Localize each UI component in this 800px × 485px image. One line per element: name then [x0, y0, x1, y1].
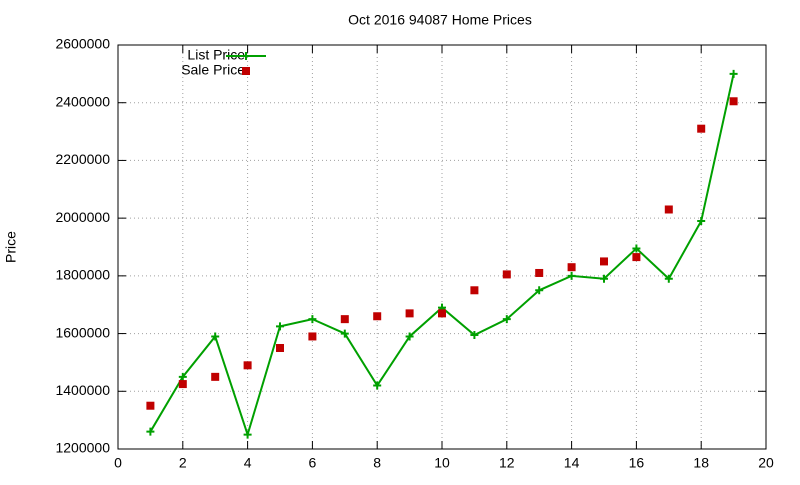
data-point: [243, 430, 252, 439]
data-point: [535, 268, 544, 277]
chart-title: Oct 2016 94087 Home Prices: [348, 12, 532, 28]
data-point: [697, 217, 706, 226]
y-tick-label: 2200000: [55, 151, 110, 167]
data-point: [697, 124, 706, 133]
x-tick-label: 0: [114, 455, 122, 471]
data-point: [211, 372, 220, 381]
y-tick-label: 2000000: [55, 209, 110, 225]
data-point: [178, 380, 187, 389]
x-tick-label: 18: [693, 455, 709, 471]
y-tick-label: 2400000: [55, 93, 110, 109]
data-point: [729, 69, 738, 78]
data-point: [470, 331, 479, 340]
x-tick-label: 20: [758, 455, 774, 471]
legend-swatch: [242, 52, 250, 60]
data-point: [502, 270, 511, 279]
y-axis-label: Price: [3, 231, 19, 263]
data-point: [600, 274, 608, 283]
x-tick-label: 12: [499, 455, 515, 471]
legend-swatch: [242, 67, 250, 75]
x-tick-label: 8: [373, 455, 381, 471]
x-tick-label: 4: [244, 455, 252, 471]
data-point: [664, 205, 673, 214]
data-point: [567, 271, 576, 280]
data-point: [438, 309, 446, 318]
data-point: [243, 361, 252, 370]
y-tick-label: 1200000: [55, 440, 110, 456]
data-point: [146, 401, 155, 410]
data-point: [535, 286, 544, 295]
data-point: [373, 312, 382, 321]
data-point: [276, 344, 284, 352]
data-point: [502, 315, 511, 324]
data-point: [211, 332, 220, 341]
data-point: [178, 372, 187, 381]
series-line: [149, 73, 735, 438]
data-point: [664, 274, 673, 283]
data-point: [340, 315, 349, 324]
data-point: [373, 381, 382, 390]
x-tick-label: 10: [434, 455, 450, 471]
data-point: [308, 332, 317, 341]
legend-label: Sale Price: [181, 62, 245, 78]
plot-border: [117, 44, 767, 450]
y-tick-label: 1800000: [55, 267, 110, 283]
y-tick-label: 2600000: [55, 36, 110, 52]
data-point: [567, 263, 576, 272]
data-point: [470, 286, 479, 295]
x-tick-label: 2: [179, 455, 187, 471]
data-point: [729, 97, 738, 106]
data-point: [340, 329, 349, 338]
data-point: [146, 427, 155, 436]
x-tick-label: 6: [309, 455, 317, 471]
y-tick-label: 1400000: [55, 382, 110, 398]
x-tick-label: 16: [629, 455, 645, 471]
y-tick-label: 1600000: [55, 324, 110, 340]
data-point: [632, 244, 641, 253]
data-point: [308, 315, 317, 324]
data-point: [632, 253, 641, 262]
data-point: [405, 332, 414, 341]
x-tick-label: 14: [564, 455, 580, 471]
data-point: [405, 309, 414, 318]
legend-label: List Price: [187, 47, 245, 63]
data-point: [600, 257, 608, 266]
data-point: [276, 322, 284, 331]
